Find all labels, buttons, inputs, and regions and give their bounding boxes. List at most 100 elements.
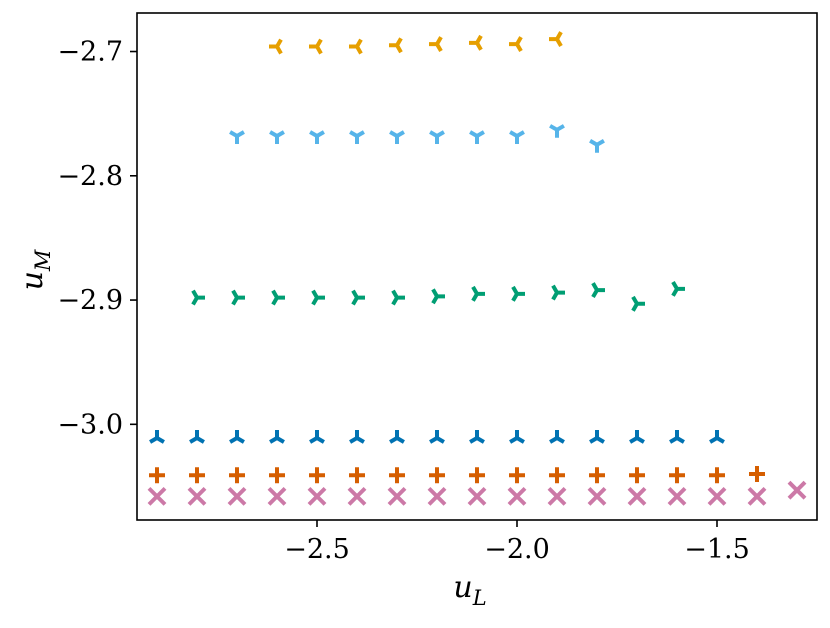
data-point: [229, 467, 245, 484]
data-point: [551, 284, 566, 301]
data-point: [271, 289, 286, 306]
data-point: [149, 467, 165, 484]
x-axis-label-subscript: L: [472, 586, 487, 610]
series-3-tri-left-markers: [191, 280, 686, 312]
series-4-tri-down-markers: [149, 429, 725, 444]
data-point: [549, 467, 565, 484]
data-point: [428, 36, 443, 52]
data-point: [549, 429, 565, 444]
data-point: [227, 486, 247, 506]
y-tick-label: −2.8: [57, 161, 123, 192]
data-point: [229, 130, 245, 145]
data-point: [308, 38, 323, 55]
y-axis-label-subscript: M: [31, 249, 55, 272]
data-point: [267, 486, 287, 506]
data-point: [669, 467, 685, 484]
data-point: [467, 486, 487, 506]
data-point: [589, 138, 605, 153]
y-axis-label: uM: [15, 249, 55, 290]
data-point: [229, 429, 245, 444]
data-point: [549, 124, 565, 138]
data-point: [707, 486, 727, 506]
data-point: [307, 486, 327, 506]
data-point: [147, 486, 167, 506]
data-points: [147, 31, 807, 506]
data-point: [507, 486, 527, 506]
data-point: [349, 467, 365, 484]
data-point: [348, 38, 363, 55]
data-point: [347, 486, 367, 506]
data-point: [268, 38, 283, 55]
data-point: [429, 467, 445, 484]
x-tick-label: −2.0: [484, 534, 550, 565]
data-point: [709, 429, 725, 444]
data-point: [309, 130, 325, 145]
data-point: [231, 289, 246, 306]
data-point: [591, 282, 605, 299]
data-point: [627, 486, 647, 506]
data-point: [511, 285, 526, 302]
data-point: [349, 130, 365, 145]
axis-ticks: −2.5 −2.0 −1.5 −2.7 −2.8 −2.9 −3.0: [57, 37, 749, 565]
data-point: [427, 486, 447, 506]
data-point: [709, 467, 725, 484]
data-point: [191, 289, 206, 306]
y-tick-label: −2.9: [57, 285, 123, 316]
data-point: [431, 288, 446, 305]
data-point: [391, 289, 406, 306]
data-point: [187, 486, 207, 506]
data-point: [509, 467, 525, 484]
data-point: [669, 429, 685, 444]
series-6-x-markers: [147, 480, 807, 506]
data-point: [631, 295, 646, 312]
data-point: [667, 486, 687, 506]
data-point: [388, 37, 403, 54]
series-1-tri-right-markers: [268, 31, 563, 55]
data-point: [587, 486, 607, 506]
plot-area-frame: [136, 12, 818, 521]
data-point: [351, 289, 366, 306]
data-point: [469, 130, 485, 145]
data-point: [309, 429, 325, 444]
data-point: [787, 480, 807, 500]
data-point: [508, 36, 523, 52]
y-tick-label: −3.0: [57, 409, 123, 440]
data-point: [309, 467, 325, 484]
data-point: [311, 289, 326, 306]
data-point: [629, 429, 645, 444]
data-point: [389, 467, 405, 484]
data-point: [269, 429, 285, 444]
data-point: [548, 31, 563, 48]
x-tick-label: −1.5: [684, 534, 750, 565]
data-point: [269, 130, 285, 145]
data-point: [589, 429, 605, 444]
data-point: [671, 280, 686, 297]
data-point: [387, 486, 407, 506]
data-point: [749, 466, 765, 483]
data-point: [389, 429, 405, 444]
data-point: [509, 130, 525, 145]
data-point: [469, 467, 485, 484]
data-point: [747, 486, 767, 506]
data-point: [429, 130, 445, 145]
data-point: [509, 429, 525, 444]
data-point: [468, 34, 483, 51]
series-5-plus-markers: [149, 466, 765, 484]
data-point: [149, 429, 165, 444]
x-axis-label: uL: [453, 570, 486, 610]
data-point: [189, 467, 205, 484]
data-point: [269, 467, 285, 484]
data-point: [471, 285, 486, 302]
x-tick-label: −2.5: [284, 534, 350, 565]
data-point: [629, 467, 645, 484]
data-point: [547, 486, 567, 506]
series-2-tri-up-markers: [229, 124, 605, 153]
y-tick-label: −2.7: [57, 37, 123, 68]
data-point: [389, 130, 405, 145]
data-point: [589, 467, 605, 484]
data-point: [429, 429, 445, 444]
data-point: [349, 429, 365, 444]
data-point: [189, 429, 205, 444]
